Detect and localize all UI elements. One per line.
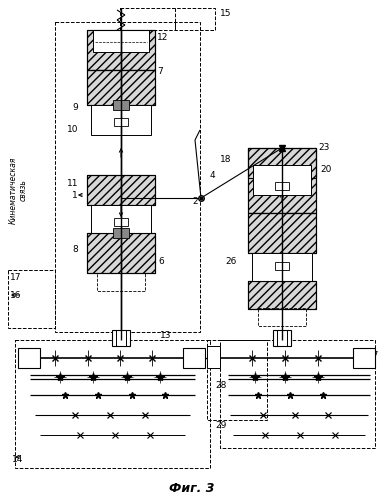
Text: 9: 9	[72, 102, 78, 112]
Bar	[97, 273, 145, 291]
Bar	[87, 70, 155, 105]
Text: 16: 16	[10, 290, 22, 300]
Bar	[87, 30, 155, 70]
Bar	[207, 346, 220, 368]
Text: 4: 4	[210, 170, 216, 179]
Text: Фиг. 3: Фиг. 3	[169, 482, 215, 494]
Text: 28: 28	[215, 382, 227, 390]
Text: Кинематическая
связь: Кинематическая связь	[8, 156, 28, 224]
Text: 12: 12	[157, 34, 168, 42]
Bar	[275, 262, 289, 270]
Text: 27: 27	[367, 350, 378, 360]
Bar	[112, 330, 130, 346]
Bar	[248, 281, 316, 309]
Bar	[248, 148, 316, 178]
Text: 6: 6	[158, 258, 164, 266]
Text: 10: 10	[66, 126, 78, 134]
Bar	[87, 30, 155, 70]
Bar	[248, 148, 316, 213]
Bar	[18, 348, 40, 368]
Text: 11: 11	[66, 178, 78, 188]
Bar	[275, 182, 289, 190]
Text: 15: 15	[220, 10, 232, 18]
Bar	[258, 308, 306, 326]
Text: 2: 2	[192, 198, 198, 206]
Bar	[87, 70, 155, 105]
Text: 7: 7	[157, 68, 163, 76]
Bar	[93, 30, 149, 52]
Text: 13: 13	[160, 330, 172, 340]
Bar	[55, 22, 200, 332]
Bar	[91, 105, 151, 135]
Bar	[114, 218, 128, 226]
Text: 29: 29	[215, 420, 227, 430]
Bar	[87, 233, 155, 273]
Text: 17: 17	[10, 274, 22, 282]
Bar	[183, 348, 205, 368]
Bar	[253, 165, 311, 195]
Bar	[113, 228, 129, 238]
Text: 8: 8	[72, 246, 78, 254]
Text: 14: 14	[12, 456, 23, 464]
Bar	[252, 253, 312, 281]
Bar	[273, 330, 291, 346]
Text: 26: 26	[226, 258, 237, 266]
Bar	[220, 340, 375, 448]
Bar	[120, 8, 215, 30]
Text: 23: 23	[318, 144, 329, 152]
Text: 18: 18	[220, 156, 232, 164]
Bar	[87, 233, 155, 273]
Bar	[248, 213, 316, 253]
Bar	[8, 270, 55, 328]
Bar	[207, 340, 267, 420]
Bar	[87, 175, 155, 205]
Text: 1: 1	[72, 190, 78, 200]
Bar	[353, 348, 375, 368]
Bar	[87, 175, 155, 205]
Text: 20: 20	[320, 166, 331, 174]
Bar	[91, 205, 151, 233]
Bar	[113, 100, 129, 110]
Bar	[114, 118, 128, 126]
Bar	[248, 148, 316, 213]
Bar	[248, 281, 316, 309]
Bar	[248, 213, 316, 253]
Bar	[15, 340, 210, 468]
